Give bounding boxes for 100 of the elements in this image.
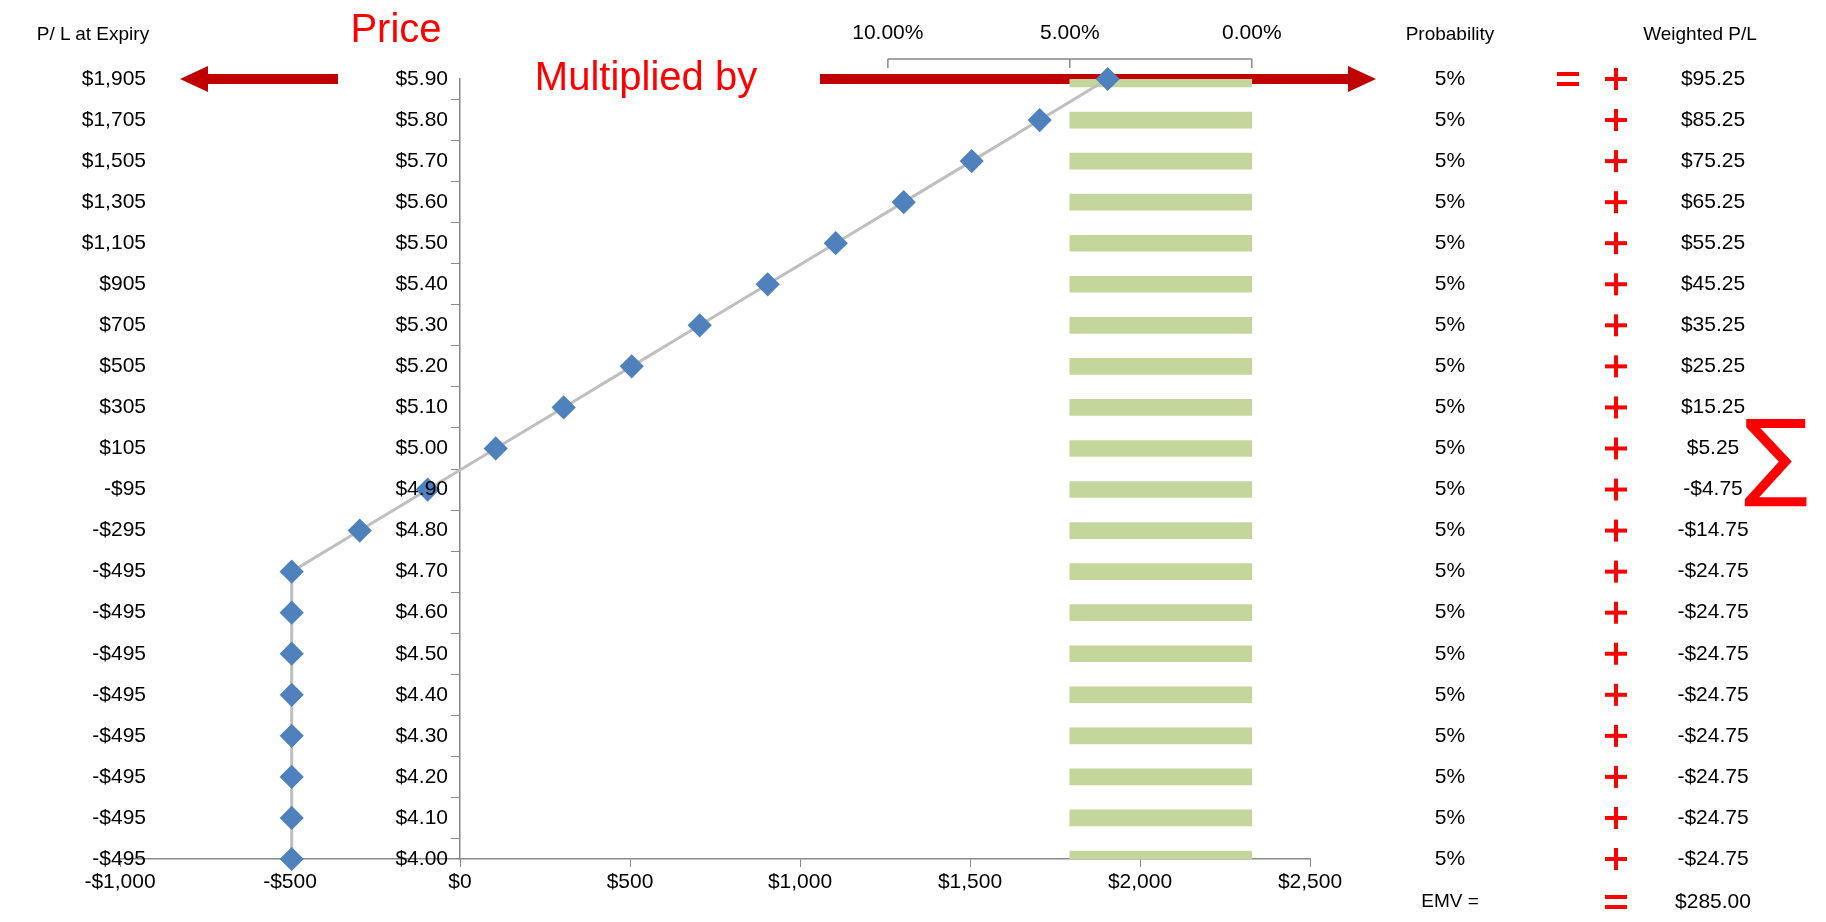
text: -$24.75 — [1677, 804, 1749, 828]
text: $75.25 — [1680, 147, 1746, 171]
y-tick-label: $4.10 — [395, 804, 448, 828]
point — [552, 395, 576, 419]
text: -$24.75 — [1677, 640, 1749, 664]
text: -$14.75 — [1677, 517, 1749, 541]
point — [280, 847, 304, 871]
text: -$4.75 — [1683, 476, 1743, 500]
data-label: 5% — [1434, 681, 1466, 705]
annotation: -$495 — [92, 681, 146, 705]
y-tick-label: $4.00 — [395, 845, 448, 869]
x-tick-label: $1,000 — [767, 869, 833, 893]
data-label: 5% — [1434, 188, 1466, 212]
text: Probability — [1405, 23, 1495, 45]
annotation: -$495 — [92, 763, 146, 787]
point — [688, 313, 712, 337]
data-label: 5% — [1434, 353, 1466, 377]
data-label: 5% — [1434, 230, 1466, 254]
data-label: 5% — [1434, 435, 1466, 459]
annotation: $905 — [99, 271, 146, 295]
y-tick-label: $4.60 — [395, 599, 448, 623]
y-tick-label: $4.50 — [395, 640, 448, 664]
point — [280, 724, 304, 748]
data-label: 5% — [1434, 804, 1466, 828]
point — [824, 231, 848, 255]
x2-tick-label: 0.00% — [1222, 19, 1282, 43]
data-label: 5% — [1434, 476, 1466, 500]
text: -$24.75 — [1677, 845, 1749, 869]
x-tick-label: $1,500 — [937, 869, 1003, 893]
text: -$24.75 — [1677, 763, 1749, 787]
annotation: $1,705 — [81, 106, 146, 130]
y-tick-label: $5.20 — [395, 353, 448, 377]
x2-tick-label: 5.00% — [1040, 19, 1100, 43]
data-label: 5% — [1434, 558, 1466, 582]
text: P/ L at Expiry — [36, 23, 150, 45]
annotation: -$495 — [92, 722, 146, 746]
y-axis-title: Price — [350, 6, 442, 51]
text: -$24.75 — [1677, 558, 1749, 582]
text: -$24.75 — [1677, 599, 1749, 623]
y-tick-label: $5.60 — [395, 188, 448, 212]
y-tick-label: $5.10 — [395, 394, 448, 418]
point — [280, 560, 304, 584]
point — [280, 806, 304, 830]
point — [960, 149, 984, 173]
annotation: -$495 — [92, 640, 146, 664]
y-tick-label: $5.70 — [395, 147, 448, 171]
y-tick-label: $5.80 — [395, 106, 448, 130]
y-tick-label: $4.30 — [395, 722, 448, 746]
annotation: -$495 — [92, 599, 146, 623]
y-tick-label: $5.90 — [395, 65, 448, 89]
annotation: $1,105 — [81, 230, 146, 254]
text: $25.25 — [1680, 353, 1746, 377]
text: -$24.75 — [1677, 681, 1749, 705]
x-tick-label: $500 — [606, 869, 654, 893]
annotation: $705 — [99, 312, 146, 336]
annotation: $1,905 — [81, 65, 146, 89]
x-tick-label: -$500 — [263, 869, 317, 893]
text: -$24.75 — [1677, 722, 1749, 746]
text: $95.25 — [1680, 65, 1746, 89]
annotation: -$495 — [92, 845, 146, 869]
data-label: 5% — [1434, 65, 1466, 89]
text: EMV = — [1421, 890, 1479, 912]
text: $5.25 — [1686, 435, 1740, 459]
annotation: $105 — [99, 435, 146, 459]
annotation: -$495 — [92, 558, 146, 582]
y-tick-label: $4.20 — [395, 763, 448, 787]
data-label: 5% — [1434, 640, 1466, 664]
data-label: 5% — [1434, 845, 1466, 869]
point — [280, 765, 304, 789]
y-tick-label: $5.00 — [395, 435, 448, 459]
text: $55.25 — [1680, 230, 1746, 254]
data-label: 5% — [1434, 147, 1466, 171]
point — [892, 190, 916, 214]
data-label: 5% — [1434, 517, 1466, 541]
annotation: $1,305 — [81, 188, 146, 212]
point — [280, 683, 304, 707]
data-label: 5% — [1434, 271, 1466, 295]
point — [280, 601, 304, 625]
y-tick-label: $4.80 — [395, 517, 448, 541]
point — [756, 272, 780, 296]
data-label: 5% — [1434, 106, 1466, 130]
x-tick-label: $2,000 — [1107, 869, 1173, 893]
point — [484, 436, 508, 460]
y-tick-label: $5.50 — [395, 230, 448, 254]
text: Weighted P/L — [1643, 23, 1757, 45]
point — [1028, 108, 1052, 132]
point — [348, 519, 372, 543]
text: $85.25 — [1680, 106, 1746, 130]
annotation: -$495 — [92, 804, 146, 828]
point — [280, 642, 304, 666]
text: $35.25 — [1680, 312, 1746, 336]
data-label: 5% — [1434, 763, 1466, 787]
y-tick-label: $4.70 — [395, 558, 448, 582]
annotation: $505 — [99, 353, 146, 377]
data-label: 5% — [1434, 599, 1466, 623]
annotation: -$295 — [92, 517, 146, 541]
x2-tick-label: 10.00% — [852, 19, 924, 43]
x-tick-label: $0 — [448, 869, 472, 893]
text: $45.25 — [1680, 271, 1746, 295]
x-tick-label: $2,500 — [1277, 869, 1343, 893]
